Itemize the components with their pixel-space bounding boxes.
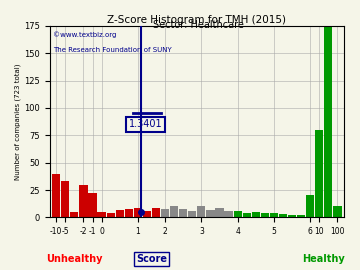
Bar bbox=[333, 207, 342, 217]
Bar bbox=[188, 211, 196, 217]
Text: Sector: Healthcare: Sector: Healthcare bbox=[153, 20, 243, 30]
Title: Z-Score Histogram for TMH (2015): Z-Score Histogram for TMH (2015) bbox=[107, 15, 286, 25]
Bar bbox=[261, 213, 269, 217]
Bar bbox=[152, 208, 160, 217]
Bar bbox=[197, 207, 206, 217]
Bar bbox=[206, 210, 215, 217]
Bar bbox=[288, 215, 296, 217]
Bar bbox=[215, 208, 224, 217]
Bar bbox=[89, 193, 96, 217]
Bar bbox=[98, 212, 106, 217]
Text: Unhealthy: Unhealthy bbox=[46, 254, 103, 264]
Text: Score: Score bbox=[136, 254, 167, 264]
Bar bbox=[116, 210, 124, 217]
Bar bbox=[125, 209, 133, 217]
Text: The Research Foundation of SUNY: The Research Foundation of SUNY bbox=[53, 47, 172, 53]
Bar bbox=[252, 212, 260, 217]
Bar bbox=[270, 213, 278, 217]
Y-axis label: Number of companies (723 total): Number of companies (723 total) bbox=[15, 63, 22, 180]
Bar bbox=[143, 211, 151, 217]
Text: Healthy: Healthy bbox=[302, 254, 345, 264]
Bar bbox=[61, 181, 69, 217]
Bar bbox=[79, 184, 87, 217]
Bar bbox=[52, 174, 60, 217]
Bar bbox=[161, 209, 169, 217]
Bar bbox=[297, 215, 305, 217]
Bar bbox=[243, 213, 251, 217]
Bar bbox=[134, 208, 142, 217]
Bar bbox=[225, 211, 233, 217]
Text: 1.3401: 1.3401 bbox=[129, 119, 162, 129]
Bar bbox=[315, 130, 323, 217]
Text: ©www.textbiz.org: ©www.textbiz.org bbox=[53, 32, 116, 38]
Bar bbox=[324, 26, 332, 217]
Bar bbox=[179, 209, 187, 217]
Bar bbox=[234, 211, 242, 217]
Bar bbox=[279, 214, 287, 217]
Bar bbox=[107, 213, 115, 217]
Bar bbox=[170, 207, 178, 217]
Bar bbox=[70, 212, 78, 217]
Bar bbox=[306, 195, 314, 217]
